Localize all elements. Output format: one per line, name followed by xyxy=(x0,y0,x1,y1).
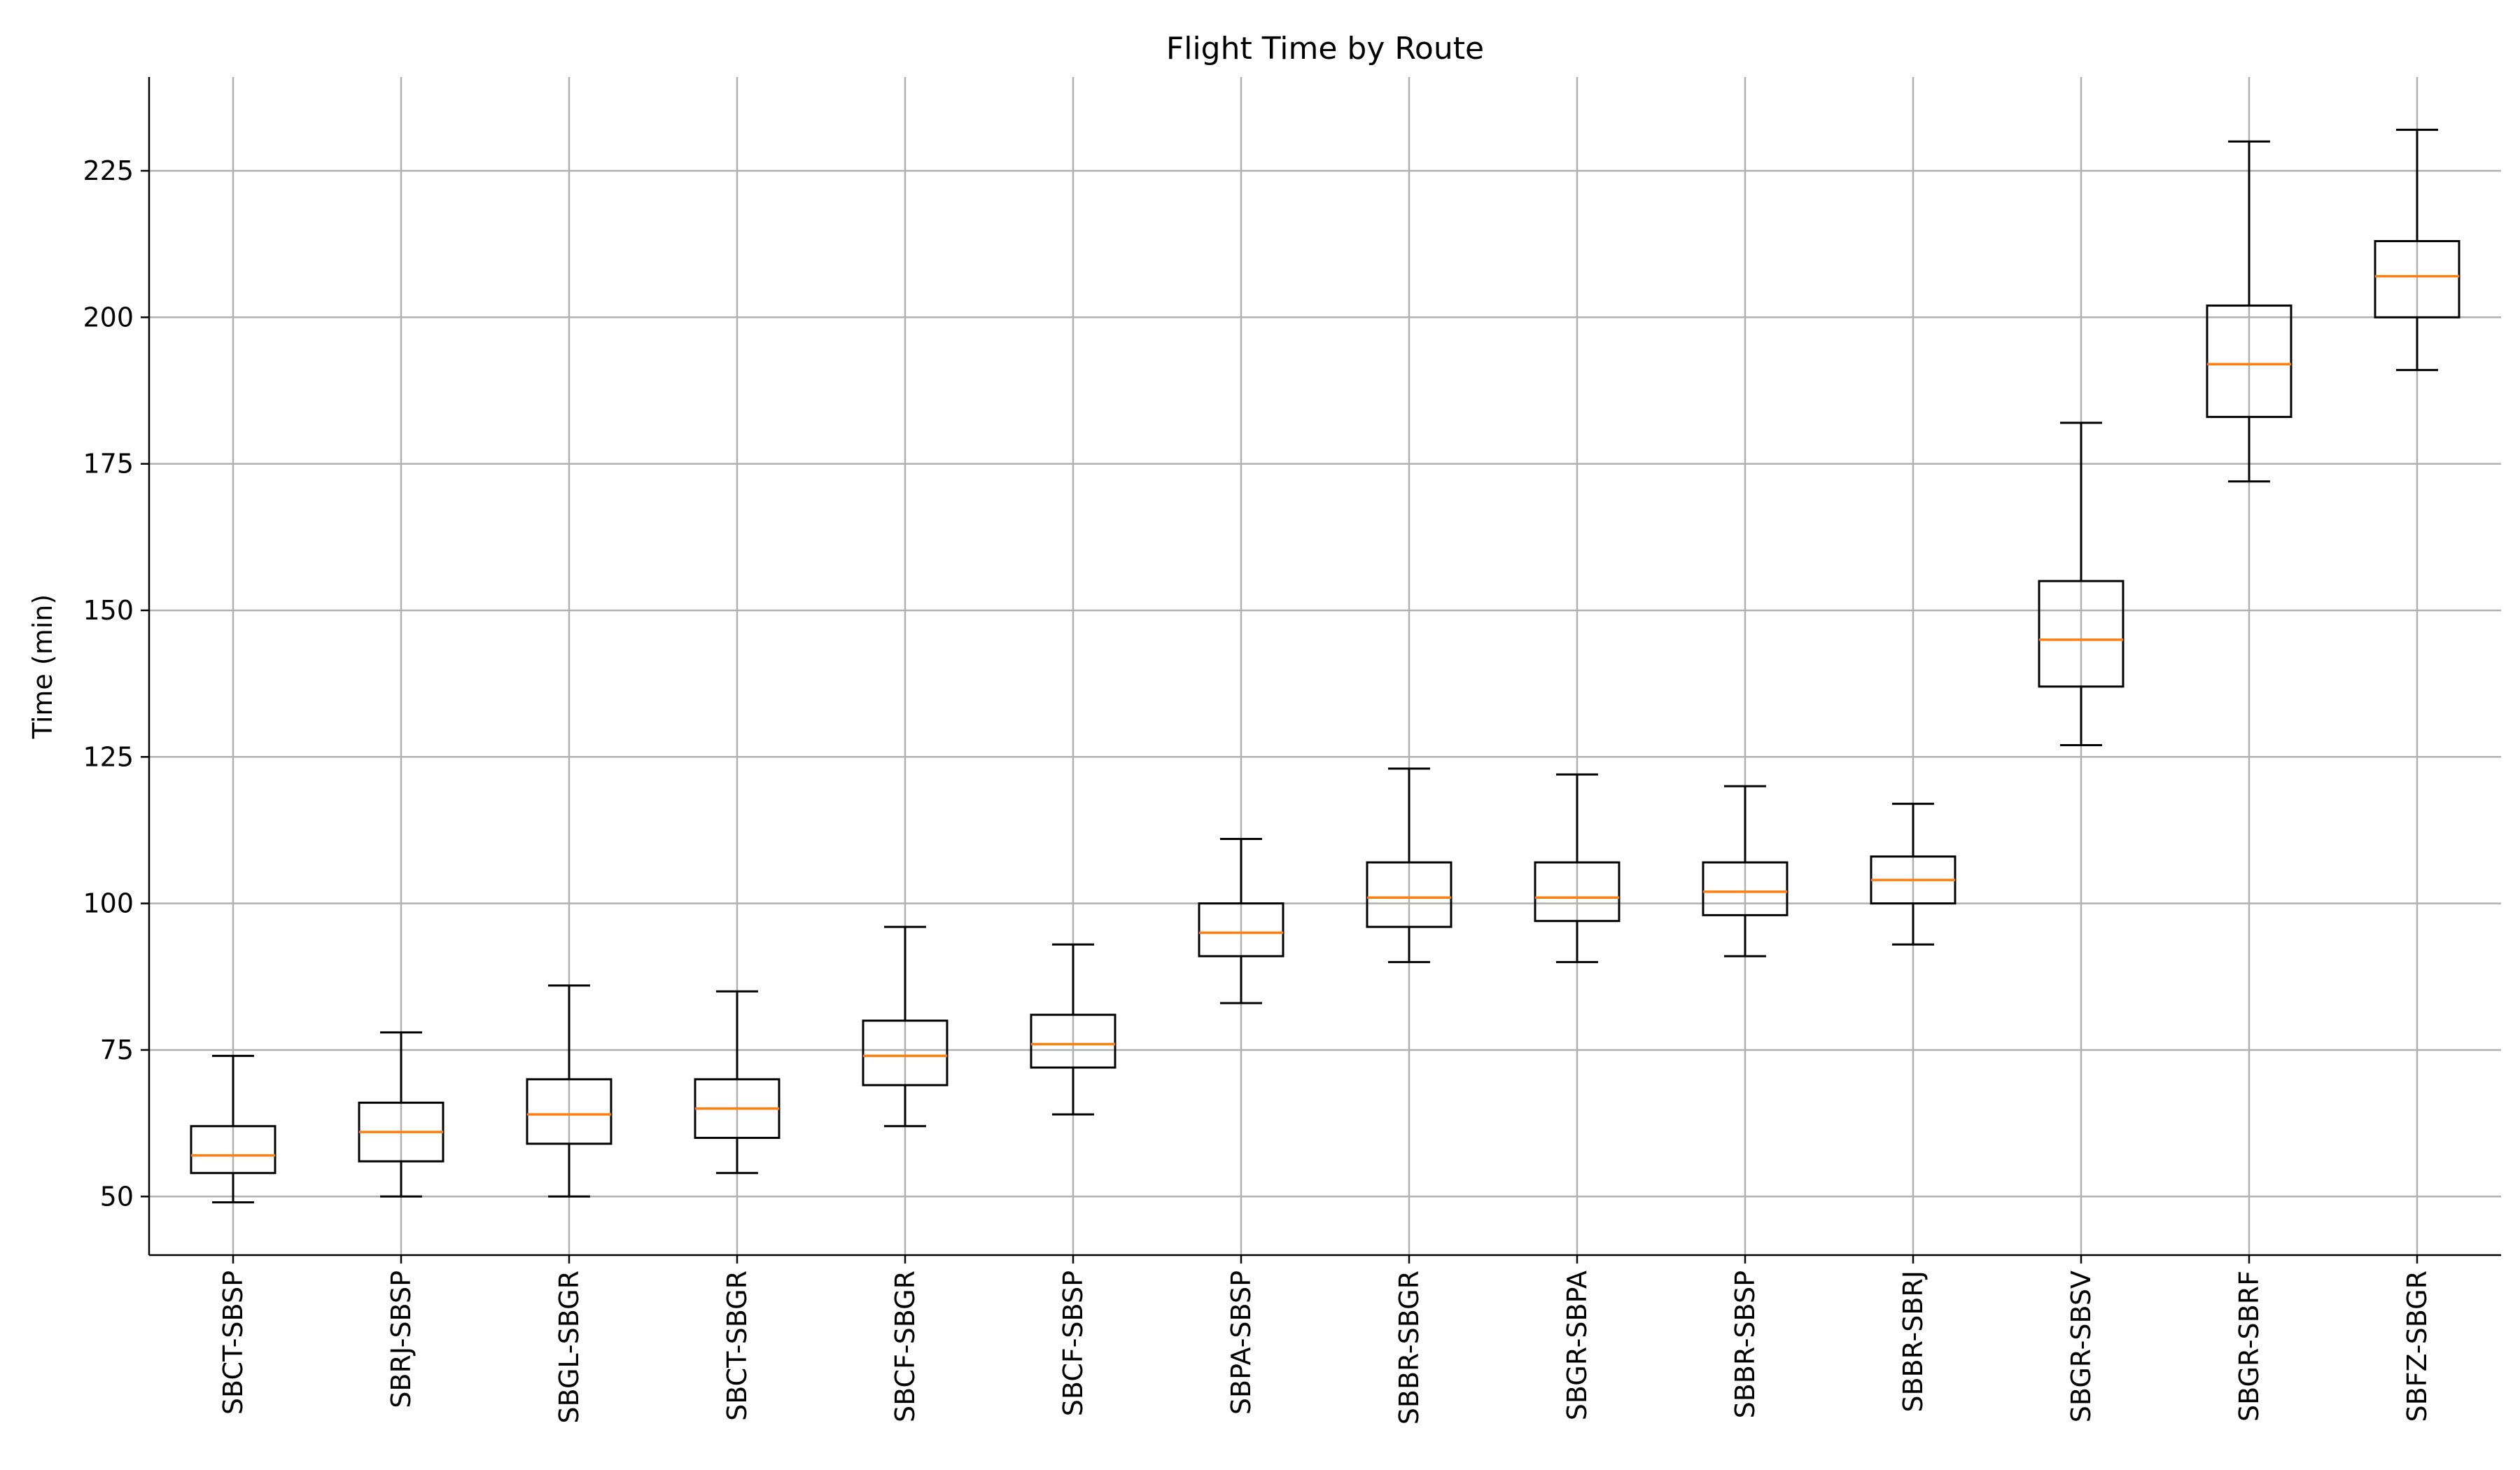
iqr-box xyxy=(862,1019,948,1086)
box-group xyxy=(694,990,780,1175)
x-tick-label: SBCT-SBSP xyxy=(218,1270,248,1415)
x-tick-label: SBGR-SBSV xyxy=(2066,1270,2096,1422)
y-tick-label: 50 xyxy=(100,1181,134,1212)
y-axis-label: Time (min) xyxy=(27,594,58,739)
iqr-box xyxy=(1198,902,1284,958)
box-group xyxy=(190,1054,276,1204)
box-group xyxy=(2374,128,2460,372)
iqr-box xyxy=(1702,861,1788,916)
y-tick-label: 150 xyxy=(83,595,134,626)
iqr-box xyxy=(1030,1014,1116,1069)
x-tick-label: SBFZ-SBGR xyxy=(2402,1270,2432,1422)
box-group xyxy=(1534,773,1620,963)
box-group xyxy=(1366,767,1452,963)
box-group xyxy=(862,925,948,1128)
box-group xyxy=(1870,802,1956,946)
iqr-box xyxy=(190,1125,276,1175)
y-tick-label: 225 xyxy=(83,155,134,186)
box-group xyxy=(1198,838,1284,1004)
x-tick-label: SBCT-SBGR xyxy=(722,1270,752,1421)
box-group xyxy=(526,984,612,1198)
y-tick-label: 75 xyxy=(100,1035,134,1065)
x-tick-label: SBPA-SBSP xyxy=(1226,1270,1256,1415)
iqr-box xyxy=(1366,861,1452,928)
x-tick-label: SBCF-SBGR xyxy=(890,1270,920,1422)
x-tick-label: SBGR-SBPA xyxy=(1562,1270,1592,1420)
chart-title: Flight Time by Route xyxy=(1166,31,1484,66)
y-tick-label: 175 xyxy=(83,449,134,479)
x-tick-label: SBGL-SBGR xyxy=(554,1270,584,1424)
y-tick-label: 100 xyxy=(83,888,134,919)
iqr-box xyxy=(2038,580,2124,688)
axis-layer: 50 75 100 125 150 175 200 225 SBCT-SBSP SBRJ-SBSP… xyxy=(83,77,2501,1424)
x-tick-label: SBBR-SBGR xyxy=(1394,1270,1424,1424)
x-tick-label: SBCF-SBSP xyxy=(1058,1270,1088,1416)
y-tick-label: 200 xyxy=(83,302,134,332)
box-layer xyxy=(190,128,2460,1204)
box-group xyxy=(358,1031,444,1198)
iqr-box xyxy=(1534,861,1620,923)
iqr-box xyxy=(2374,239,2460,318)
y-tick-label: 125 xyxy=(83,741,134,772)
box-group xyxy=(1030,943,1116,1116)
box-group xyxy=(2038,421,2124,747)
box-group xyxy=(2206,140,2292,483)
x-tick-label: SBBR-SBSP xyxy=(1730,1270,1760,1418)
iqr-box xyxy=(526,1078,612,1145)
x-tick-label: SBRJ-SBSP xyxy=(386,1270,416,1408)
x-tick-label: SBGR-SBRF xyxy=(2234,1270,2264,1422)
x-tick-label: SBBR-SBRJ xyxy=(1898,1270,1928,1413)
grid-layer xyxy=(149,77,2501,1255)
iqr-box xyxy=(2206,304,2292,419)
box-group xyxy=(1702,785,1788,958)
